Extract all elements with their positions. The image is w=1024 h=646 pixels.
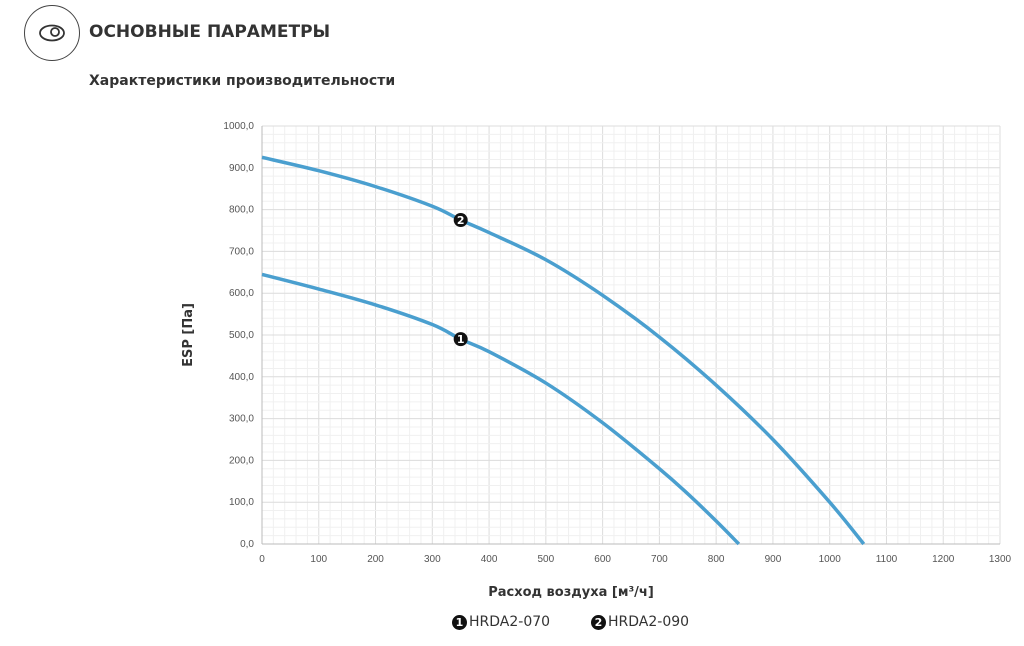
legend-label-1: HRDA2-070 [469,614,551,630]
series-marker-label-1: 1 [457,333,465,346]
series-line-1 [261,272,741,546]
x-tick-label: 600 [594,554,611,565]
series-line-2 [261,155,866,546]
x-axis-label: Расход воздуха [м³/ч] [488,585,654,600]
x-tick-label: 200 [367,554,384,565]
legend-item-1: 1 HRDA2-070 [452,614,550,630]
y-tick-label: 900,0 [229,163,254,174]
x-tick-label: 1100 [876,554,898,565]
eye-icon-badge [24,5,80,61]
x-tick-label: 900 [765,554,782,565]
section-title: ОСНОВНЫЕ ПАРАМЕТРЫ [89,22,331,42]
eye-icon [39,24,65,42]
x-tick-label: 0 [259,554,265,565]
x-tick-label: 800 [708,554,725,565]
series-marker-1 [453,332,468,347]
y-tick-label: 1000,0 [223,121,254,132]
x-tick-label: 300 [424,554,441,565]
legend-item-2: 2 HRDA2-090 [591,614,689,630]
y-tick-label: 300,0 [229,414,254,425]
y-tick-label: 100,0 [229,497,254,508]
x-tick-label: 500 [538,554,555,565]
x-tick-label: 1300 [989,554,1012,565]
y-tick-label: 800,0 [229,205,254,216]
x-tick-label: 1000 [819,554,842,565]
series-marker-label-2: 2 [457,214,465,227]
y-axis-label: ESP [Па] [181,303,196,367]
marker-2-icon: 2 [591,614,606,630]
marker-1-icon: 1 [452,614,467,630]
y-tick-label: 600,0 [229,288,254,299]
series-marker-2 [453,213,468,228]
y-tick-label: 200,0 [229,455,254,466]
y-tick-label: 400,0 [229,372,254,383]
x-tick-label: 1200 [932,554,955,565]
x-tick-label: 100 [310,554,327,565]
y-tick-label: 500,0 [229,330,254,341]
x-tick-label: 700 [651,554,668,565]
y-tick-label: 0,0 [240,539,254,550]
y-tick-label: 700,0 [229,246,254,257]
x-tick-label: 400 [481,554,498,565]
chart-subtitle: Характеристики производительности [89,73,396,89]
legend-label-2: HRDA2-090 [608,614,690,630]
